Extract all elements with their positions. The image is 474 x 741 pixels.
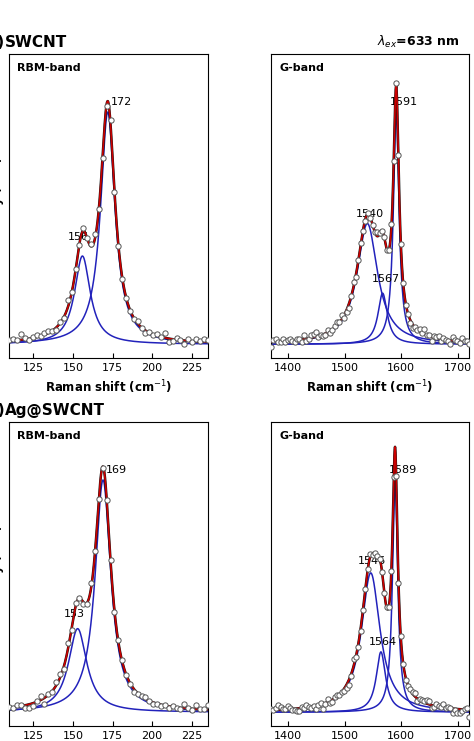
- Text: Ag@SWCNT: Ag@SWCNT: [5, 403, 105, 418]
- Y-axis label: Intensity (a.u.): Intensity (a.u.): [0, 156, 4, 256]
- X-axis label: Raman shift (cm$^{-1}$): Raman shift (cm$^{-1}$): [45, 379, 172, 396]
- Text: G-band: G-band: [279, 431, 324, 441]
- X-axis label: Raman shift (cm$^{-1}$): Raman shift (cm$^{-1}$): [307, 379, 434, 396]
- Text: 172: 172: [111, 97, 132, 107]
- Text: SWCNT: SWCNT: [5, 36, 67, 50]
- Y-axis label: Intensity (a.u.): Intensity (a.u.): [0, 525, 4, 624]
- Text: RBM-band: RBM-band: [18, 63, 81, 73]
- Text: 1540: 1540: [356, 209, 383, 219]
- Text: RBM-band: RBM-band: [18, 431, 81, 441]
- Text: 169: 169: [106, 465, 128, 476]
- Text: (b): (b): [0, 403, 6, 418]
- Text: 1591: 1591: [390, 97, 418, 107]
- Text: 1567: 1567: [372, 274, 400, 284]
- Text: 153: 153: [64, 609, 84, 619]
- Text: 1546: 1546: [358, 556, 386, 566]
- Text: 1589: 1589: [389, 465, 417, 476]
- Text: G-band: G-band: [279, 63, 324, 73]
- Text: $\lambda_{ex}$=633 nm: $\lambda_{ex}$=633 nm: [377, 34, 460, 50]
- Text: 156: 156: [68, 232, 89, 242]
- Text: 1564: 1564: [369, 637, 397, 647]
- Text: (a): (a): [0, 36, 5, 50]
